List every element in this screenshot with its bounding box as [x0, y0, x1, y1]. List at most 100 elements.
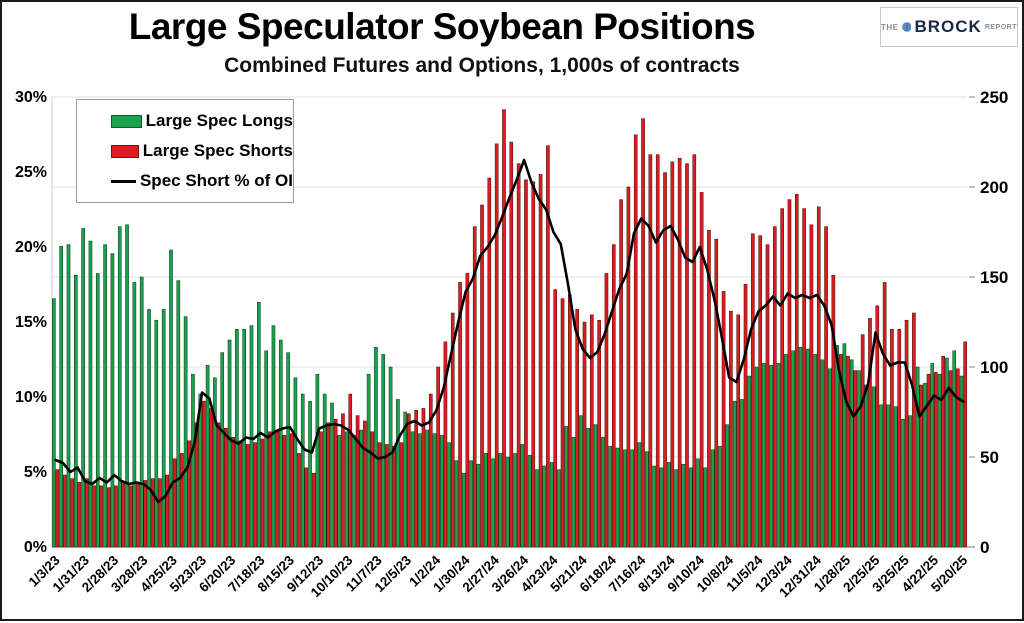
- short-bar: [765, 244, 770, 548]
- short-bar: [758, 235, 762, 548]
- short-bar: [465, 273, 470, 548]
- long-bar: [666, 462, 671, 548]
- long-bar: [864, 384, 869, 548]
- short-bar: [377, 442, 382, 548]
- short-bar: [216, 422, 221, 548]
- long-bar: [432, 433, 437, 548]
- short-bar: [158, 478, 162, 548]
- long-bar: [220, 352, 225, 548]
- short-bar: [224, 427, 228, 548]
- short-bar: [787, 199, 792, 548]
- long-bar: [286, 352, 290, 548]
- long-bar: [88, 240, 93, 548]
- short-bar: [472, 226, 477, 548]
- short-bar: [231, 436, 235, 548]
- legend-label-oi-line: Spec Short % of OI: [139, 171, 293, 190]
- short-bar: [531, 181, 536, 548]
- long-bar: [344, 431, 349, 548]
- short-bar: [289, 433, 294, 548]
- long-bar: [447, 442, 451, 548]
- short-bar: [62, 474, 67, 548]
- short-bar: [253, 442, 257, 548]
- long-bar: [249, 325, 254, 548]
- short-bar: [699, 192, 704, 548]
- short-bar: [553, 289, 558, 548]
- short-bar: [794, 193, 799, 548]
- long-bar: [579, 415, 583, 548]
- long-bar: [278, 339, 283, 548]
- short-bar: [399, 442, 404, 548]
- short-bar: [802, 208, 806, 548]
- short-bar: [516, 163, 521, 548]
- short-bar: [846, 355, 850, 548]
- short-bar: [897, 328, 902, 548]
- long-bar: [169, 249, 173, 548]
- short-bar: [136, 481, 140, 548]
- short-bar: [428, 393, 433, 548]
- long-bar: [769, 364, 774, 548]
- long-bar: [608, 445, 612, 548]
- long-bar: [476, 463, 481, 548]
- long-bar: [937, 373, 942, 548]
- short-bar: [546, 145, 550, 548]
- short-bar: [568, 294, 572, 548]
- longs-swatch-icon: [111, 114, 142, 128]
- long-bar: [879, 404, 883, 548]
- short-bar: [326, 422, 331, 548]
- long-bar: [410, 431, 415, 548]
- long-bar: [227, 339, 232, 548]
- right-axis-tick-label: 100: [980, 358, 1008, 377]
- long-bar: [849, 359, 854, 548]
- long-bar: [213, 377, 217, 548]
- long-bar: [659, 467, 664, 548]
- short-bar: [436, 366, 440, 548]
- long-bar: [688, 467, 693, 548]
- long-bar: [835, 345, 839, 548]
- long-bar: [740, 399, 744, 548]
- short-bar: [480, 204, 484, 548]
- long-bar: [95, 273, 100, 548]
- long-bar: [308, 400, 312, 548]
- long-bar: [74, 274, 78, 548]
- short-bar: [319, 431, 323, 548]
- long-bar: [820, 359, 825, 548]
- short-bar: [275, 431, 279, 548]
- short-bar: [333, 418, 338, 548]
- long-bar: [527, 454, 532, 548]
- short-bar: [392, 445, 396, 548]
- long-bar: [315, 373, 320, 548]
- short-bar: [626, 186, 631, 548]
- short-bar: [238, 440, 243, 548]
- long-bar: [352, 435, 356, 548]
- short-bar: [838, 354, 843, 548]
- long-bar: [923, 382, 927, 548]
- long-bar: [322, 393, 327, 548]
- legend-item-shorts: Large Spec Shorts: [111, 141, 293, 161]
- short-bar: [180, 453, 184, 548]
- long-bar: [483, 453, 488, 548]
- short-bar: [538, 174, 543, 548]
- short-bar: [421, 408, 426, 548]
- short-bar: [106, 487, 111, 548]
- long-bar: [505, 456, 510, 548]
- short-bar: [773, 226, 777, 548]
- long-bar: [264, 350, 268, 548]
- long-bar: [396, 399, 400, 548]
- legend-label-shorts: Large Spec Shorts: [142, 141, 293, 160]
- short-bar: [912, 312, 916, 548]
- long-bar: [139, 276, 144, 548]
- long-bar: [52, 298, 56, 548]
- short-bar: [926, 373, 931, 548]
- long-bar: [959, 375, 964, 548]
- short-bar: [385, 444, 389, 548]
- short-bar: [904, 319, 909, 548]
- long-bar: [747, 375, 752, 548]
- left-axis-tick-label: 10%: [15, 389, 47, 406]
- short-bar: [304, 467, 309, 548]
- right-axis-tick-label: 50: [980, 448, 999, 467]
- long-bar: [908, 415, 913, 548]
- short-bar: [611, 244, 616, 548]
- long-bar: [403, 411, 408, 548]
